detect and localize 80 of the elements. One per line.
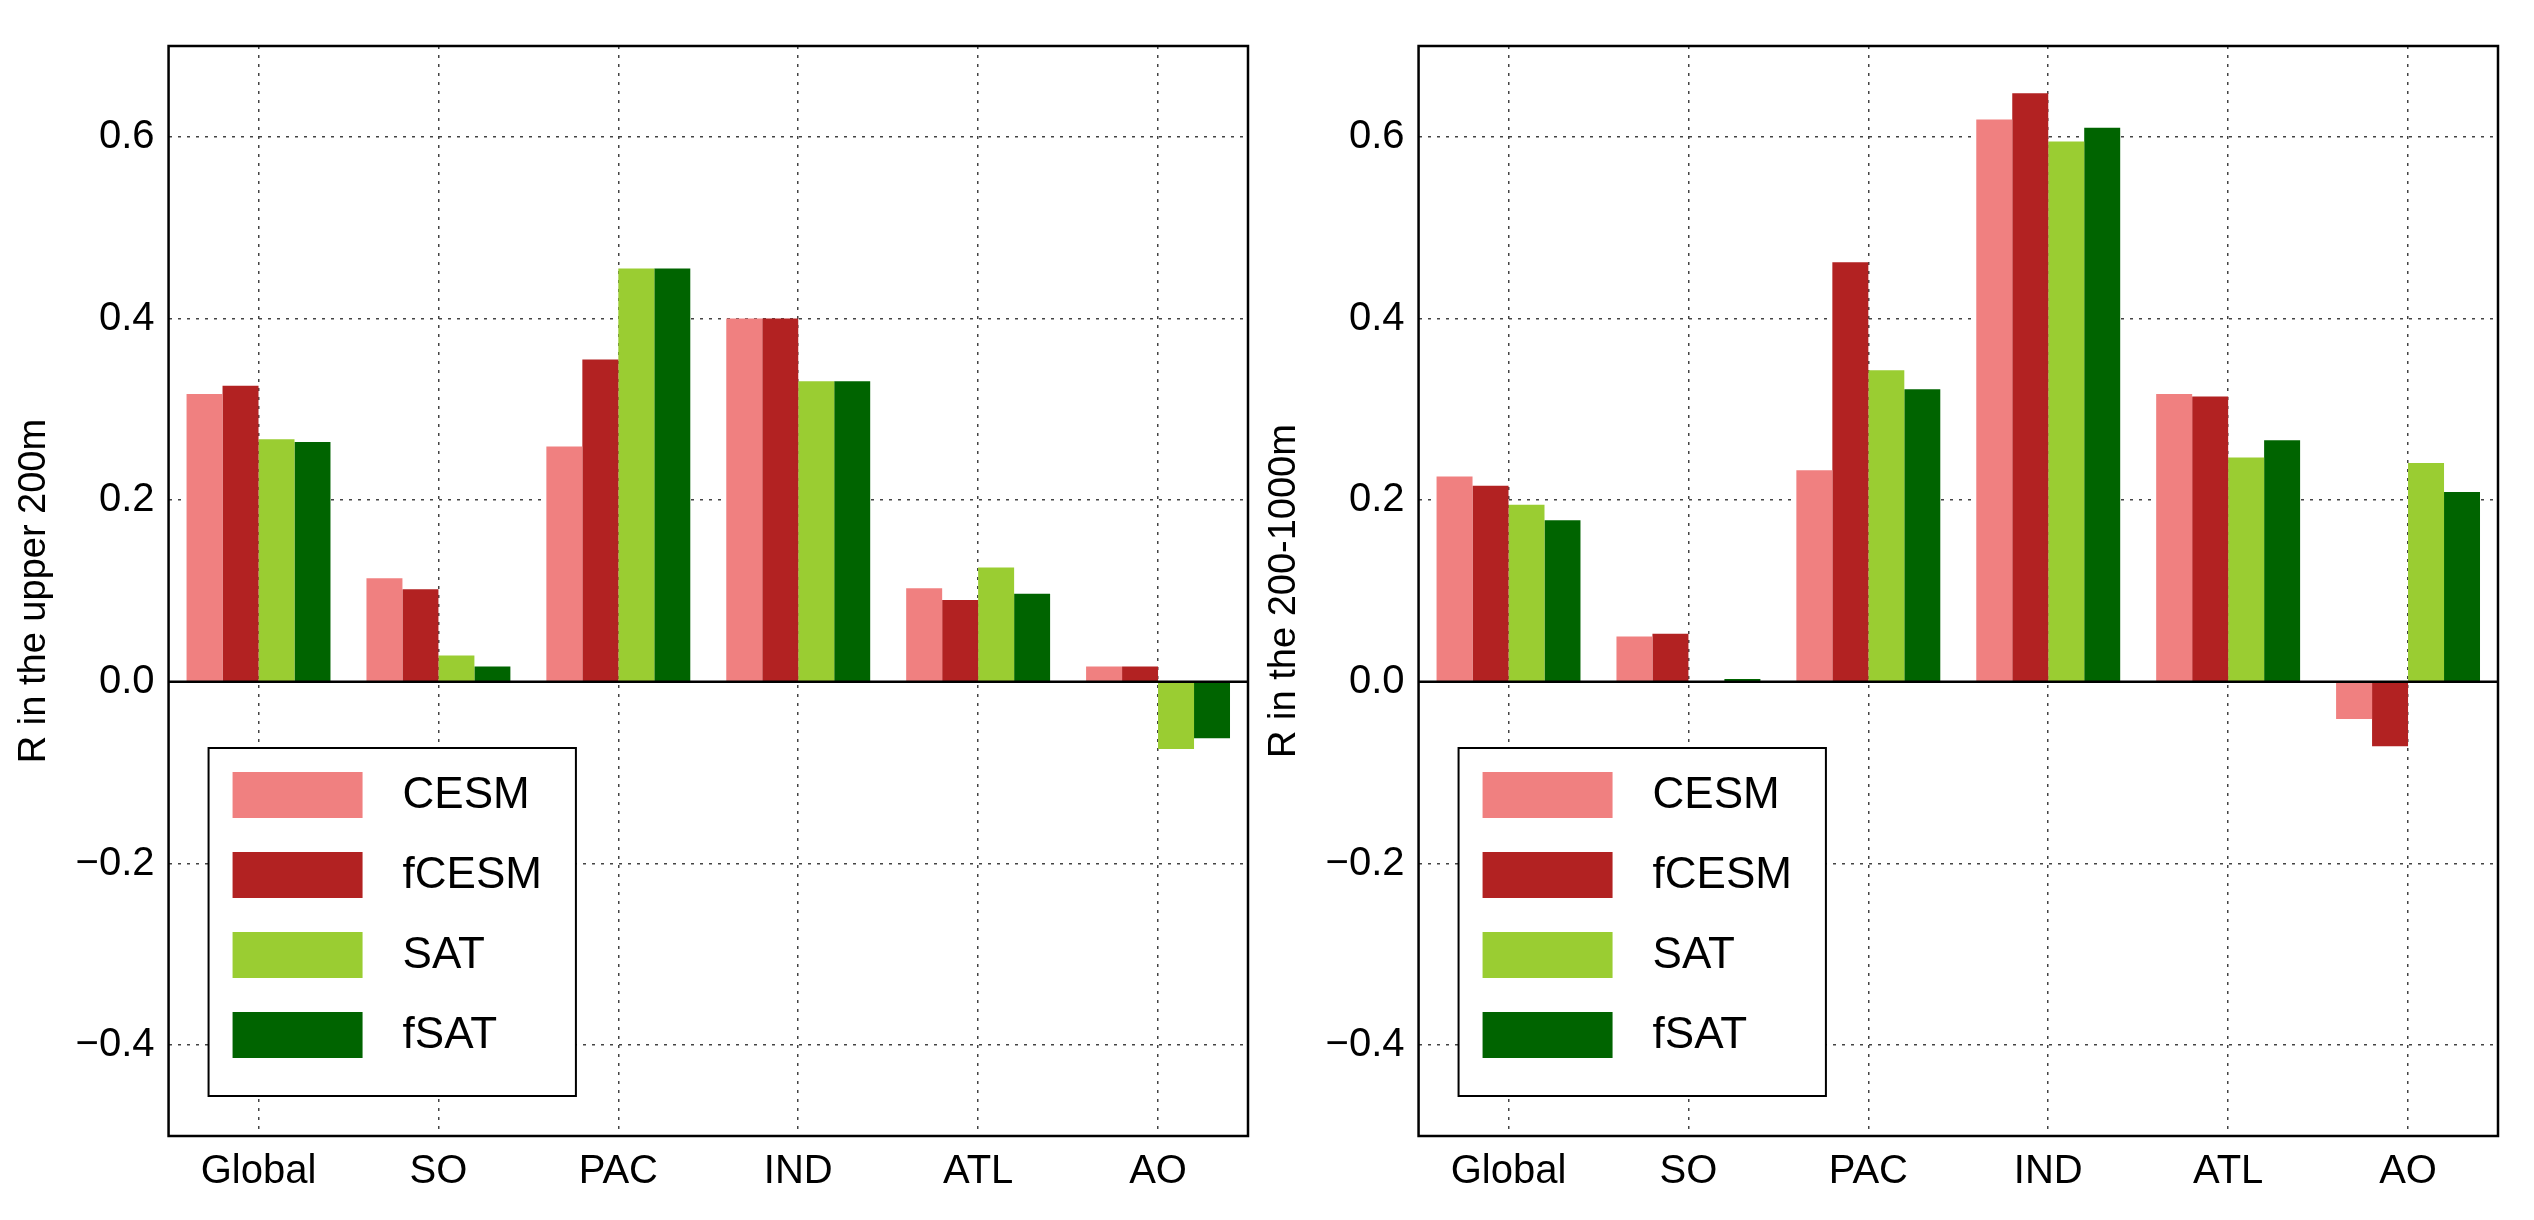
bar [654,268,691,682]
bar [366,578,403,682]
bar [1868,370,1905,682]
y-tick-label: −0.4 [1325,1020,1405,1065]
bar [1158,682,1195,750]
y-tick-label: 0.6 [98,111,155,156]
bar [186,393,223,682]
legend-label: fCESM [402,848,542,898]
y-axis-title: R in the 200-1000m [1261,424,1304,758]
x-tick-label: Global [1450,1147,1567,1192]
bar [978,567,1015,682]
bar [2408,462,2445,682]
bar [2048,141,2085,682]
bar [402,589,439,682]
bar [1436,476,1473,682]
bar [1508,504,1545,682]
bar [474,666,511,682]
bar [1472,485,1509,682]
legend-label: fCESM [1652,848,1792,898]
x-tick-label: SO [1659,1147,1718,1192]
y-tick-label: −0.4 [75,1020,155,1065]
bar [2156,393,2193,682]
x-tick-label: SO [409,1147,468,1192]
bar [2336,682,2373,720]
y-tick-label: 0.4 [98,293,155,338]
bar [2264,440,2301,682]
bar [258,439,295,682]
x-tick-label: ATL [2192,1147,2264,1192]
x-tick-label: Global [200,1147,317,1192]
legend-label: fSAT [402,1008,498,1058]
bar [2012,93,2049,682]
bar [438,655,475,682]
y-axis-title: R in the upper 200m [11,418,54,764]
bar [762,318,799,682]
bar [2444,491,2481,682]
bar [618,268,655,682]
bar [2228,457,2265,682]
x-tick-label: PAC [1828,1147,1908,1192]
legend-label: SAT [402,928,485,978]
x-tick-label: AO [2379,1147,2437,1192]
bar [1652,633,1689,682]
bar [294,442,331,682]
x-tick-label: IND [2013,1147,2083,1192]
y-tick-label: 0.0 [98,656,155,701]
legend-label: fSAT [1652,1008,1748,1058]
x-tick-label: AO [1129,1147,1187,1192]
bar [1194,682,1231,739]
x-tick-label: PAC [578,1147,658,1192]
bar [1904,389,1941,682]
bar [582,359,619,682]
bar [942,600,979,682]
y-tick-label: 0.2 [98,475,155,520]
bar [546,446,583,682]
y-tick-label: −0.2 [75,838,155,883]
bar [834,381,871,682]
x-tick-label: IND [763,1147,833,1192]
bar [798,381,835,682]
bar [1122,666,1159,682]
y-tick-label: 0.0 [1348,656,1405,701]
bar [906,588,943,682]
y-tick-label: 0.6 [1348,111,1405,156]
y-tick-label: 0.2 [1348,475,1405,520]
bar [2084,127,2121,682]
legend-label: SAT [1652,928,1735,978]
legend-label: CESM [1652,768,1780,818]
bar [2192,396,2229,682]
bar [1976,119,2013,682]
bar [1832,262,1869,682]
bar [726,318,763,682]
bar [1014,593,1051,682]
x-tick-label: ATL [942,1147,1014,1192]
bar [1086,666,1123,682]
y-tick-label: 0.4 [1348,293,1405,338]
bar [222,385,259,682]
bar [1616,636,1653,682]
y-tick-label: −0.2 [1325,838,1405,883]
bar [1544,520,1581,682]
legend-label: CESM [402,768,530,818]
bar [2372,682,2409,747]
bar [1796,470,1833,682]
